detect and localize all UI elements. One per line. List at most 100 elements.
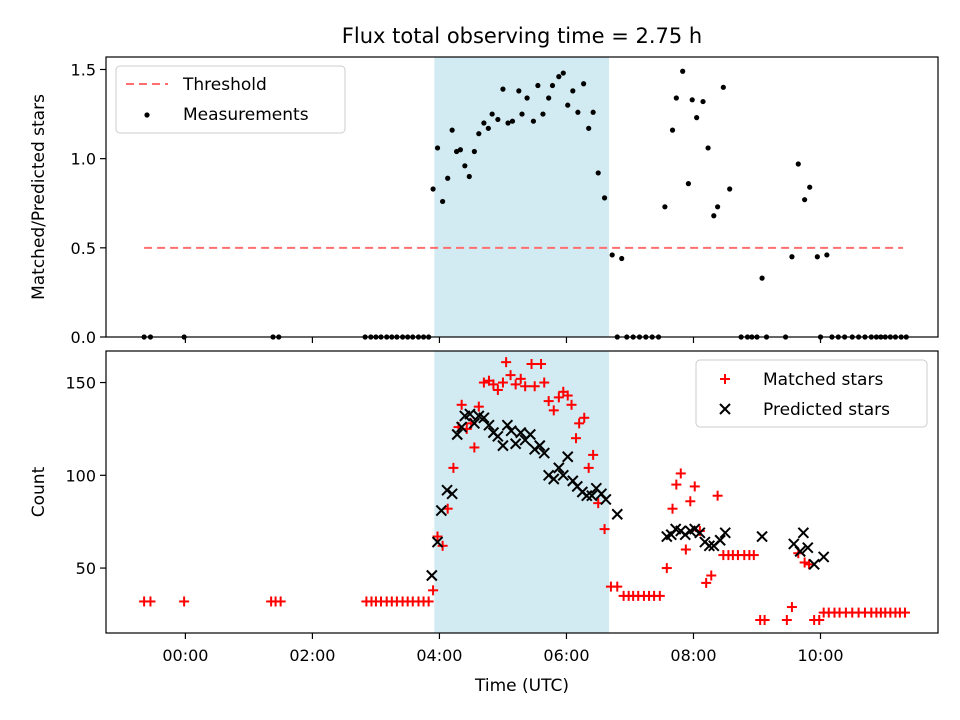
ratio-panel: 0.0 0.5 1.0 1.5 Matched/Predicted stars Thres…: [29, 56, 939, 347]
count-predicted-point-0: [426, 569, 438, 582]
count-shaded-interval: [434, 351, 610, 633]
count-matched-point-88: [786, 602, 797, 613]
ratio-measurement-point-54: [609, 252, 615, 258]
count-predicted-point-52: [756, 530, 768, 543]
count-matched-point-29: [473, 401, 484, 412]
ratio-measurement-point-53: [601, 195, 608, 201]
count-predicted-point-4: [446, 488, 458, 500]
ratio-measurement-point-25: [462, 163, 468, 169]
count-predicted-point-58: [817, 551, 830, 563]
count-predicted-point-11-b: [478, 412, 490, 424]
ratio-measurement-point-21: [445, 175, 451, 181]
count-matched-point-51: [574, 418, 585, 429]
legend-matched-label: Matched stars: [763, 370, 883, 390]
count-predicted-point-33: [581, 490, 593, 502]
ratio-measurement-point-87: [814, 254, 820, 260]
count-predicted-point-29-b: [562, 451, 574, 463]
ratio-measurement-point-85: [802, 197, 808, 203]
count-predicted-point-35-b: [590, 482, 603, 494]
ratio-measurement-point-83: [789, 254, 795, 260]
count-matched-point-54: [588, 449, 599, 460]
count-predicted-point-48: [703, 540, 716, 552]
ratio-y-axis-label: Matched/Predicted stars: [29, 94, 49, 300]
count-predicted-point-38: [611, 508, 623, 520]
count-matched-point-87: [781, 615, 792, 626]
ratio-measurement-point-43: [549, 82, 556, 89]
count-predicted-point-58-b: [817, 551, 830, 563]
count-y-tick-label-0: 50: [76, 559, 96, 578]
count-matched-point-35: [501, 357, 512, 368]
ratio-measurement-point-38: [524, 95, 530, 101]
count-matched-point-36: [505, 370, 516, 381]
count-matched-point-43: [539, 377, 550, 388]
count-matched-point-52: [579, 412, 590, 423]
count-predicted-point-53-b: [788, 538, 800, 550]
ratio-measurement-point-19: [434, 145, 441, 151]
count-matched-point-2: [179, 596, 190, 607]
count-predicted-point-12-b: [483, 419, 495, 431]
count-predicted-point-24-b: [538, 447, 550, 459]
count-predicted-point-6: [455, 421, 468, 433]
legend-matched-swatch: [720, 374, 730, 384]
count-predicted-point-48-b: [703, 540, 716, 552]
count-matched-point-28: [469, 442, 480, 453]
count-matched-point-32: [488, 379, 499, 390]
ratio-measurement-point-84: [795, 161, 801, 167]
count-matched-point-48: [562, 390, 573, 401]
ratio-y-tick-label-0: 0.0: [71, 328, 96, 347]
ratio-measurement-point-86: [807, 184, 813, 190]
count-predicted-point-19: [515, 426, 527, 439]
ratio-measurement-point-64: [669, 127, 676, 133]
count-predicted-point-29: [562, 451, 574, 463]
ratio-measurement-point-46: [565, 102, 571, 108]
count-matched-point-30: [478, 377, 489, 388]
count-predicted-point-28: [557, 469, 569, 482]
legend-measurements-label: Measurements: [183, 105, 309, 125]
ratio-measurement-point-36: [516, 88, 522, 94]
x-axis-label: Time (UTC): [474, 676, 569, 696]
count-matched-point-69: [671, 479, 682, 490]
count-matched-point-42: [536, 358, 547, 369]
ratio-measurement-point-68: [689, 97, 695, 103]
count-matched-point-75: [701, 577, 712, 588]
count-matched-point-23: [448, 462, 459, 473]
ratio-measurement-point-34: [505, 120, 511, 126]
count-predicted-point-24: [538, 447, 550, 459]
ratio-measurement-point-48: [575, 109, 581, 115]
count-predicted-point-8-b: [464, 408, 476, 420]
count-predicted-point-41-b: [669, 523, 682, 535]
count-predicted-point-46-b: [694, 527, 706, 539]
count-matched-point-33: [492, 384, 503, 395]
count-predicted-point-6-b: [455, 421, 468, 433]
legend-measurements-swatch: [144, 112, 150, 118]
count-predicted-point-17: [505, 425, 517, 437]
count-predicted-point-18-b: [509, 438, 522, 450]
count-predicted-point-2: [435, 504, 448, 517]
count-matched-point-1: [145, 596, 156, 607]
count-matched-point-84: [748, 550, 759, 561]
ratio-measurement-point-47: [570, 88, 576, 94]
count-predicted-point-50-b: [714, 534, 726, 546]
count-predicted-point-26-b: [548, 473, 560, 485]
count-predicted-point-54: [794, 545, 806, 558]
count-predicted-point-5-b: [451, 428, 463, 441]
count-matched-point-39: [520, 381, 531, 392]
count-matched-point-71: [680, 544, 691, 555]
count-matched-point-90: [799, 557, 810, 568]
ratio-legend: Threshold Measurements: [115, 65, 346, 134]
count-x-tick-label-5: 10:00: [797, 646, 843, 665]
count-matched-point-46: [553, 392, 564, 403]
ratio-measurement-point-41: [540, 111, 546, 117]
ratio-measurement-point-37: [519, 111, 525, 117]
count-matched-point-76: [706, 570, 717, 581]
chart-title: Flux total observing time = 2.75 h: [342, 24, 702, 48]
count-predicted-point-11: [478, 412, 490, 424]
count-predicted-point-14-b: [492, 430, 504, 443]
count-matched-point-18: [423, 596, 434, 607]
ratio-measurement-point-71: [705, 145, 711, 151]
count-x-tick-label-3: 06:00: [543, 646, 589, 665]
count-predicted-point-57-b: [808, 558, 820, 571]
count-plot-frame: [105, 350, 939, 634]
count-matched-point-40: [526, 358, 537, 369]
